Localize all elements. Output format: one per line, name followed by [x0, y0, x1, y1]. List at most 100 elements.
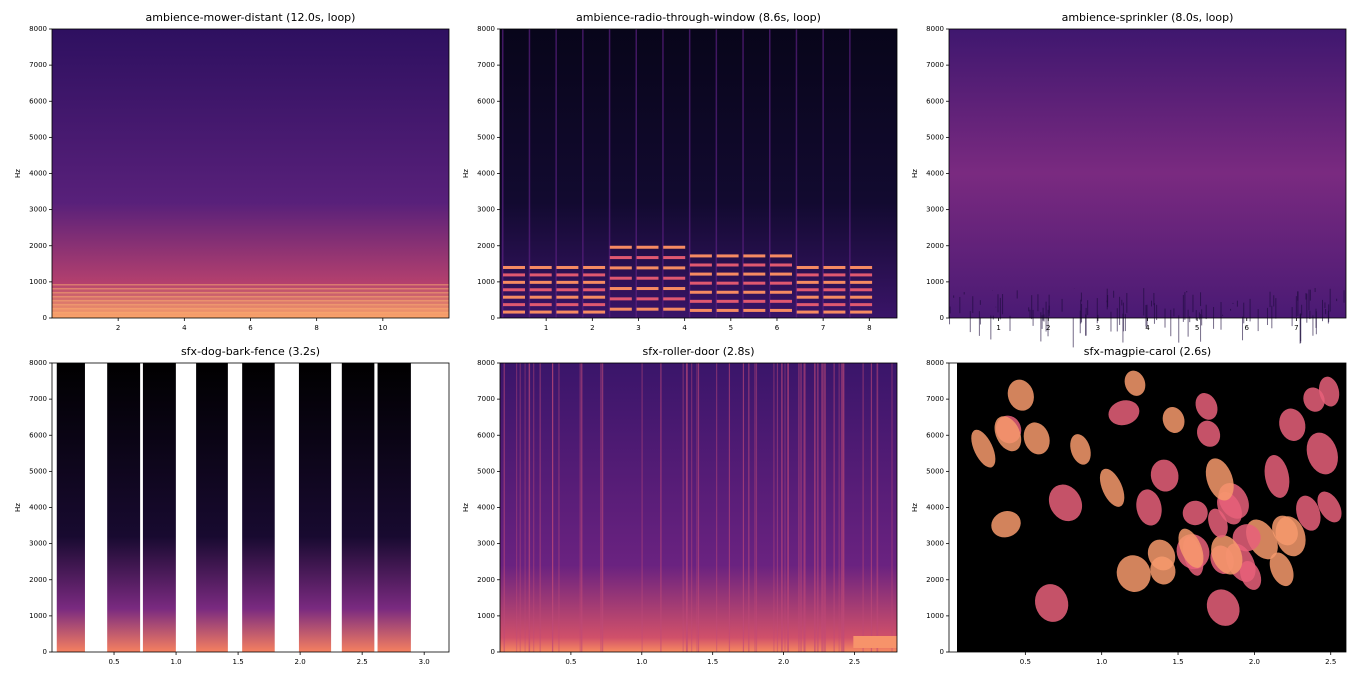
grain — [1312, 315, 1314, 336]
note — [823, 303, 846, 307]
click — [528, 363, 531, 652]
note — [850, 295, 873, 299]
grain — [1220, 302, 1222, 330]
y-tick-label: 4000 — [29, 170, 47, 178]
note — [850, 265, 873, 269]
note — [583, 303, 606, 307]
band — [52, 292, 449, 294]
x-tick-label: 3 — [636, 324, 640, 332]
x-tick-label: 1.5 — [233, 658, 244, 666]
chirp — [1195, 393, 1218, 420]
onset — [608, 29, 611, 318]
x-tick-label: 2.0 — [295, 658, 306, 666]
grain — [979, 317, 981, 325]
click — [773, 363, 775, 652]
y-tick-label: 5000 — [29, 467, 47, 475]
click — [691, 363, 693, 652]
x-tick-label: 0.5 — [565, 658, 576, 666]
grain — [1230, 308, 1232, 311]
click — [781, 363, 783, 652]
onset — [635, 29, 637, 318]
click — [891, 363, 893, 652]
y-axis-label: Hz — [911, 503, 919, 512]
x-tick-label: 8 — [314, 324, 318, 332]
grain — [1031, 295, 1033, 320]
click — [580, 363, 582, 652]
spectrogram — [500, 29, 897, 318]
onset — [528, 29, 531, 318]
x-tick-label: 6 — [775, 324, 780, 332]
click — [781, 363, 783, 652]
note — [609, 297, 632, 301]
chirp — [1178, 528, 1204, 568]
grain — [1336, 298, 1338, 302]
click — [824, 363, 826, 652]
x-tick-label: 4 — [1145, 324, 1150, 332]
onset — [688, 29, 691, 318]
note — [583, 310, 606, 314]
grain — [1085, 307, 1087, 336]
grain — [1145, 305, 1147, 327]
click — [600, 363, 602, 652]
note — [823, 310, 846, 314]
y-tick-label: 5000 — [926, 133, 944, 141]
x-tick-label: 3 — [1096, 324, 1100, 332]
band — [52, 300, 449, 302]
y-tick-label: 5000 — [477, 467, 495, 475]
grain — [1178, 315, 1180, 343]
grain — [1257, 309, 1259, 332]
grain — [1045, 301, 1047, 332]
grain — [1029, 309, 1031, 319]
note — [636, 276, 659, 280]
note — [636, 245, 659, 249]
note — [609, 307, 632, 311]
click — [816, 363, 819, 652]
panel: sfx-magpie-carol (2.6s) Hz 0 1000 2000 3000 40… — [911, 345, 1347, 666]
y-tick-label: 6000 — [29, 97, 47, 105]
grain — [959, 296, 961, 314]
y-tick-label: 3000 — [926, 540, 944, 548]
grain — [1048, 294, 1050, 314]
grain — [1306, 293, 1308, 323]
y-tick-label: 8000 — [29, 359, 47, 367]
silence — [410, 363, 449, 652]
chirp — [1279, 408, 1306, 441]
note — [636, 266, 659, 270]
grain — [1037, 294, 1039, 312]
chirp — [1211, 535, 1243, 575]
note — [503, 265, 525, 269]
note — [850, 288, 873, 292]
y-axis-label: Hz — [462, 503, 470, 512]
note — [609, 245, 632, 249]
note — [770, 263, 792, 267]
silence — [52, 363, 57, 652]
chirp — [1108, 400, 1140, 426]
grain — [1343, 290, 1345, 303]
silence — [227, 363, 243, 652]
click — [800, 363, 802, 652]
edge — [949, 363, 957, 652]
click — [552, 363, 554, 652]
chirp — [1007, 379, 1034, 411]
click — [833, 363, 835, 652]
grain — [1192, 294, 1194, 313]
note — [823, 288, 846, 292]
grain — [1269, 291, 1271, 308]
click — [519, 363, 521, 652]
x-tick-label: 8 — [867, 324, 871, 332]
grain — [1266, 307, 1268, 326]
click — [696, 363, 698, 652]
spectrogram — [949, 29, 1346, 318]
x-tick-label: 7 — [821, 324, 825, 332]
x-tick-label: 2.5 — [1325, 658, 1336, 666]
click — [823, 363, 825, 652]
grain — [1150, 300, 1152, 307]
x-tick-label: 4 — [682, 324, 687, 332]
grain — [1297, 291, 1299, 316]
grain — [1113, 290, 1115, 298]
y-tick-label: 0 — [940, 648, 944, 656]
grain — [1110, 311, 1112, 332]
click — [843, 363, 845, 652]
note — [529, 265, 552, 269]
y-tick-label: 0 — [491, 314, 495, 322]
